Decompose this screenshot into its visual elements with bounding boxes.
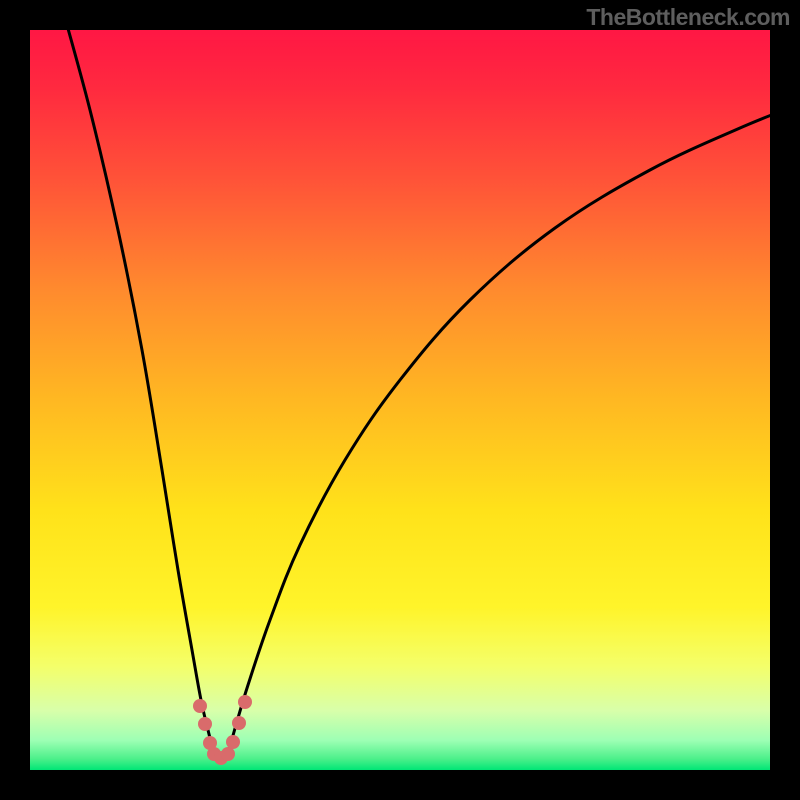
data-marker: [198, 717, 212, 731]
data-marker: [193, 699, 207, 713]
bottleneck-chart: [0, 0, 800, 800]
data-marker: [226, 735, 240, 749]
data-marker: [238, 695, 252, 709]
data-marker: [221, 747, 235, 761]
chart-container: TheBottleneck.com: [0, 0, 800, 800]
watermark-text: TheBottleneck.com: [586, 4, 790, 31]
plot-background: [30, 30, 770, 770]
data-marker: [232, 716, 246, 730]
